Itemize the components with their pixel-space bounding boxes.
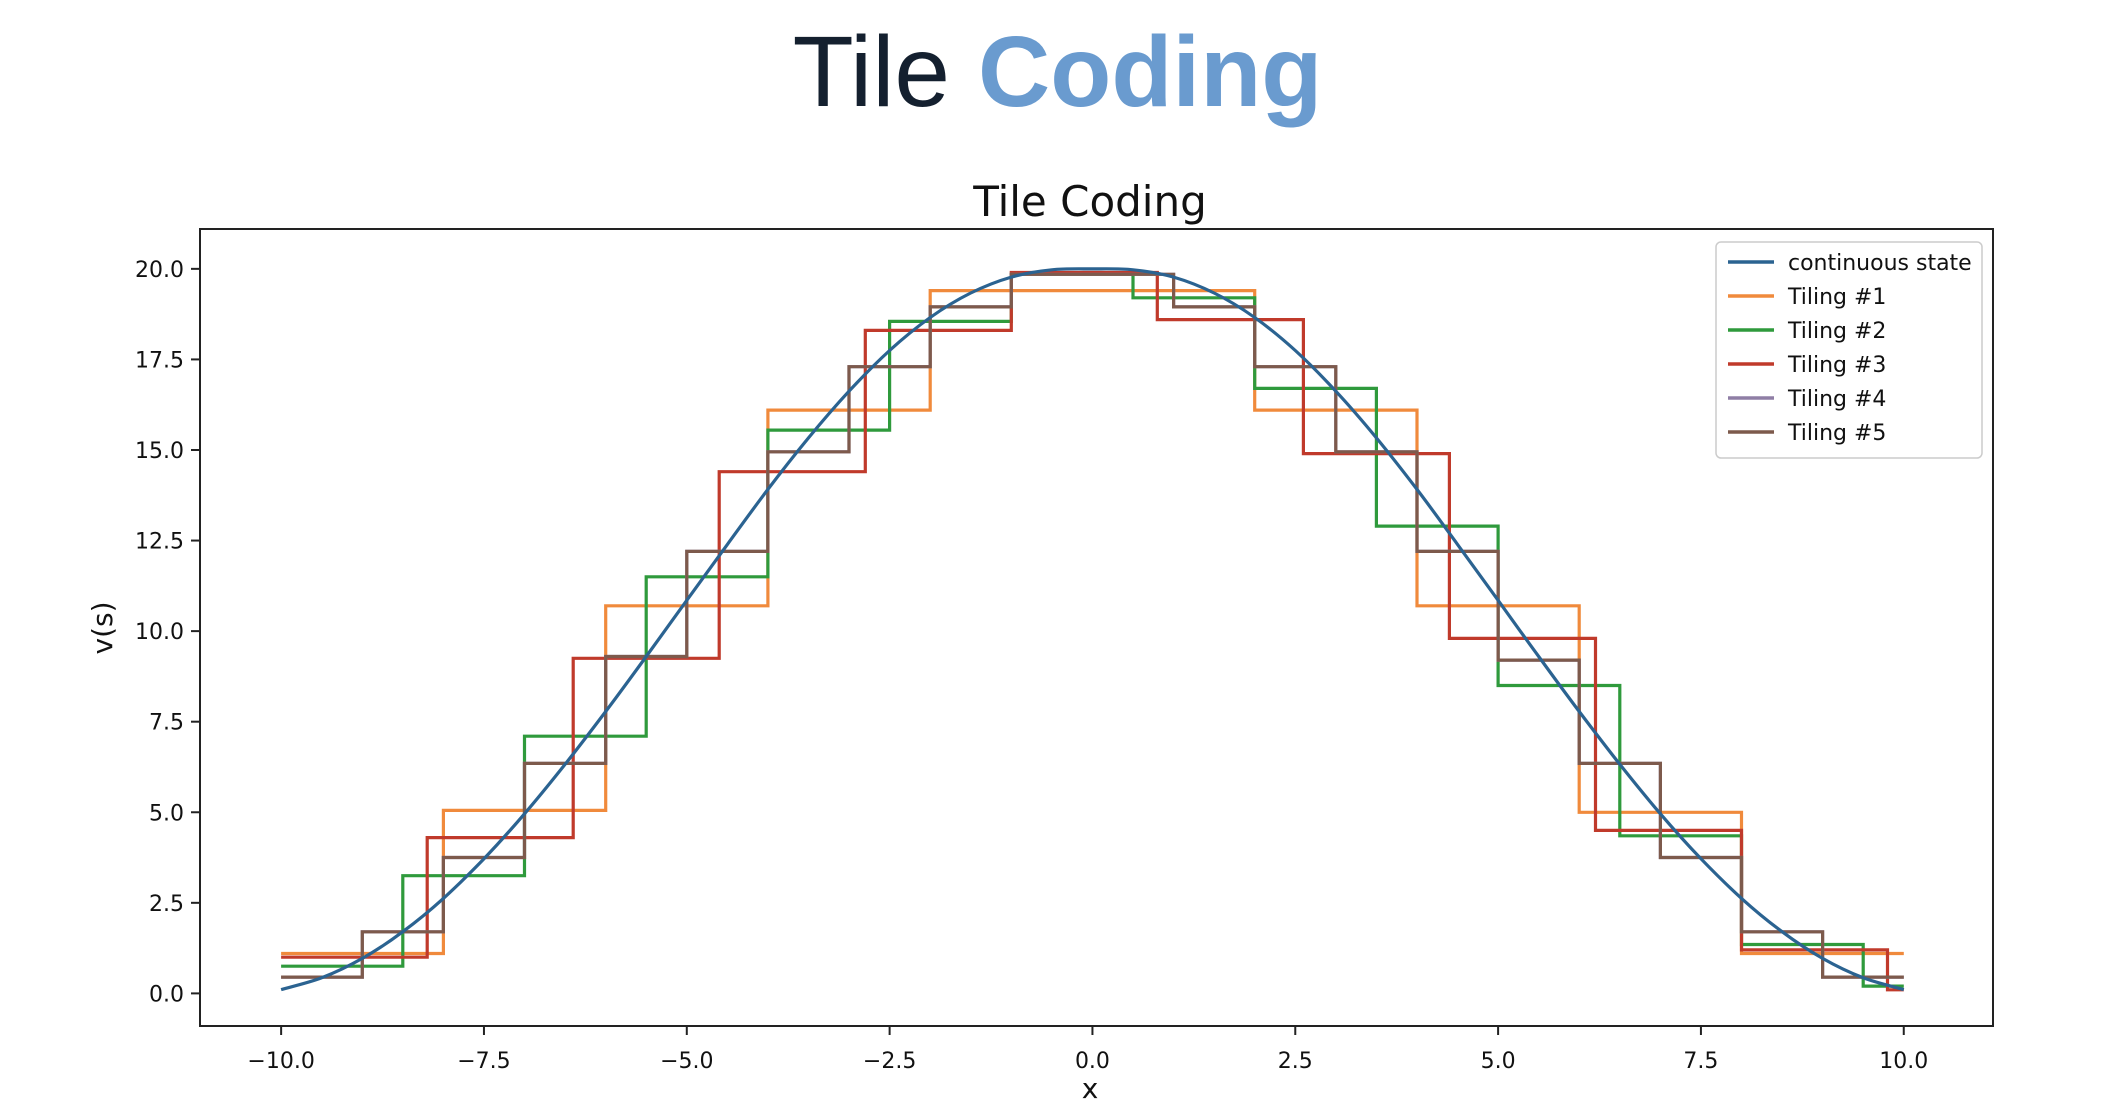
page-heading-word-2: Coding: [978, 16, 1323, 128]
x-tick-label: 2.5: [1278, 1049, 1313, 1074]
legend: continuous state Tiling #1 Tiling #2 Tiling…: [1715, 241, 1983, 459]
x-tick-label: 7.5: [1683, 1049, 1718, 1074]
series-line-continuous-state: [280, 267, 1905, 992]
legend-label: Tiling #5: [1787, 421, 1886, 446]
x-axis-label: x: [1082, 1072, 1099, 1105]
legend-label: Tiling #3: [1787, 353, 1886, 378]
y-tick-label: 17.5: [135, 348, 184, 373]
y-axis-label: v(s): [86, 601, 119, 654]
y-tick-label: 15.0: [135, 439, 184, 464]
page-heading-word-1: Tile: [792, 16, 951, 128]
page-heading: Tile Coding: [0, 0, 2115, 140]
series-line-tiling-5: [281, 272, 1904, 979]
legend-label: Tiling #1: [1787, 285, 1886, 310]
x-tick-label: 10.0: [1879, 1049, 1928, 1074]
series-line-tiling-1: [281, 289, 1904, 956]
x-tick-label: 0.0: [1075, 1049, 1110, 1074]
series-line-tiling-2: [281, 272, 1904, 988]
y-axis: 0.0 2.5 5.0 7.5 10.0 12.5 15.0 17.5 20.0: [135, 258, 200, 1007]
x-tick-label: −2.5: [863, 1049, 916, 1074]
y-tick-label: 10.0: [135, 620, 184, 645]
y-tick-label: 12.5: [135, 530, 184, 555]
plot-area: [280, 267, 1905, 992]
legend-box: [1715, 241, 1983, 459]
series-line-tiling-3: [281, 270, 1904, 992]
y-tick-label: 2.5: [149, 892, 184, 917]
y-tick-label: 5.0: [149, 801, 184, 826]
y-tick-label: 7.5: [149, 711, 184, 736]
legend-label: continuous state: [1788, 251, 1972, 276]
legend-label: Tiling #4: [1787, 387, 1886, 412]
x-tick-label: −10.0: [247, 1049, 314, 1074]
chart-title: Tile Coding: [972, 177, 1207, 226]
x-tick-label: −7.5: [457, 1049, 510, 1074]
y-tick-label: 20.0: [135, 258, 184, 283]
y-tick-label: 0.0: [149, 982, 184, 1007]
plot-frame: [199, 228, 1994, 1027]
x-axis: −10.0 −7.5 −5.0 −2.5 0.0 2.5 5.0 7.5 10.0: [247, 1026, 1928, 1074]
x-tick-label: 5.0: [1481, 1049, 1516, 1074]
x-tick-label: −5.0: [660, 1049, 713, 1074]
legend-label: Tiling #2: [1787, 319, 1886, 344]
